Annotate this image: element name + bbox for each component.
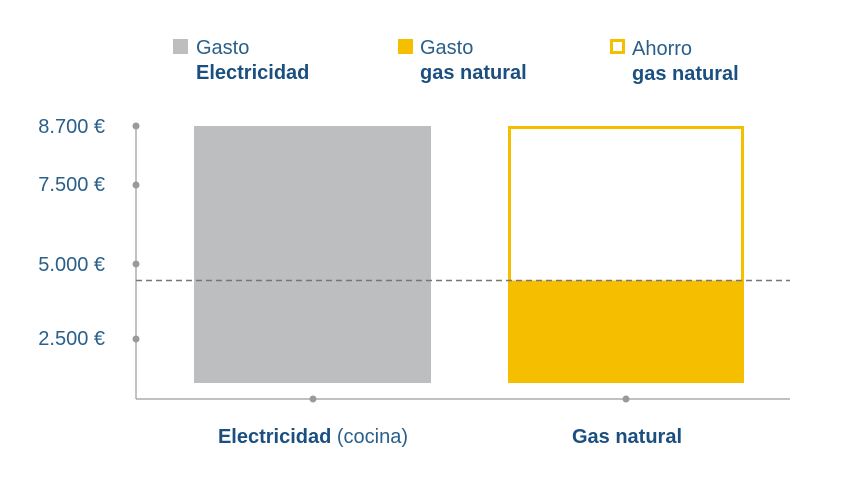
x-category-label-gas: Gas natural: [477, 426, 777, 448]
legend-label-1-line1: Gasto: [196, 37, 250, 59]
legend-label-2-line2: gas natural: [420, 62, 527, 84]
y-tick-dot: [132, 335, 140, 343]
x-category-normal: (cocina): [331, 426, 409, 448]
y-tick-label: 2.500 €: [38, 328, 105, 350]
bar-electricity: [194, 126, 431, 383]
bars: [194, 126, 744, 383]
legend-label-2-line1: Gasto: [420, 37, 474, 59]
x-category-bold: Gas natural: [571, 426, 683, 448]
y-tick-label: 5.000 €: [38, 254, 105, 276]
x-tick-dot: [309, 395, 317, 403]
x-tick-dot: [622, 395, 630, 403]
y-tick-label: 8.700 €: [38, 116, 105, 138]
legend-swatch-gas: [398, 39, 413, 54]
x-category-bold: Electricidad: [217, 426, 332, 448]
axes: [132, 122, 790, 403]
y-tick-dot: [132, 260, 140, 268]
legend-swatch-electricity: [173, 39, 188, 54]
legend-label-3-line1: Ahorro: [632, 38, 693, 60]
y-tick-label: 7.500 €: [38, 174, 105, 196]
x-category-label-electricity: Electricidad (cocina): [163, 426, 463, 448]
bar-savings-gas: [508, 126, 744, 284]
y-tick-dot: [132, 181, 140, 189]
legend-swatch-savings: [610, 39, 625, 54]
y-tick-dot: [132, 122, 140, 130]
legend-label-3-line2: gas natural: [632, 63, 739, 85]
bar-spend-gas: [508, 280, 744, 383]
legend-label-1-line2: Electricidad: [196, 62, 310, 84]
